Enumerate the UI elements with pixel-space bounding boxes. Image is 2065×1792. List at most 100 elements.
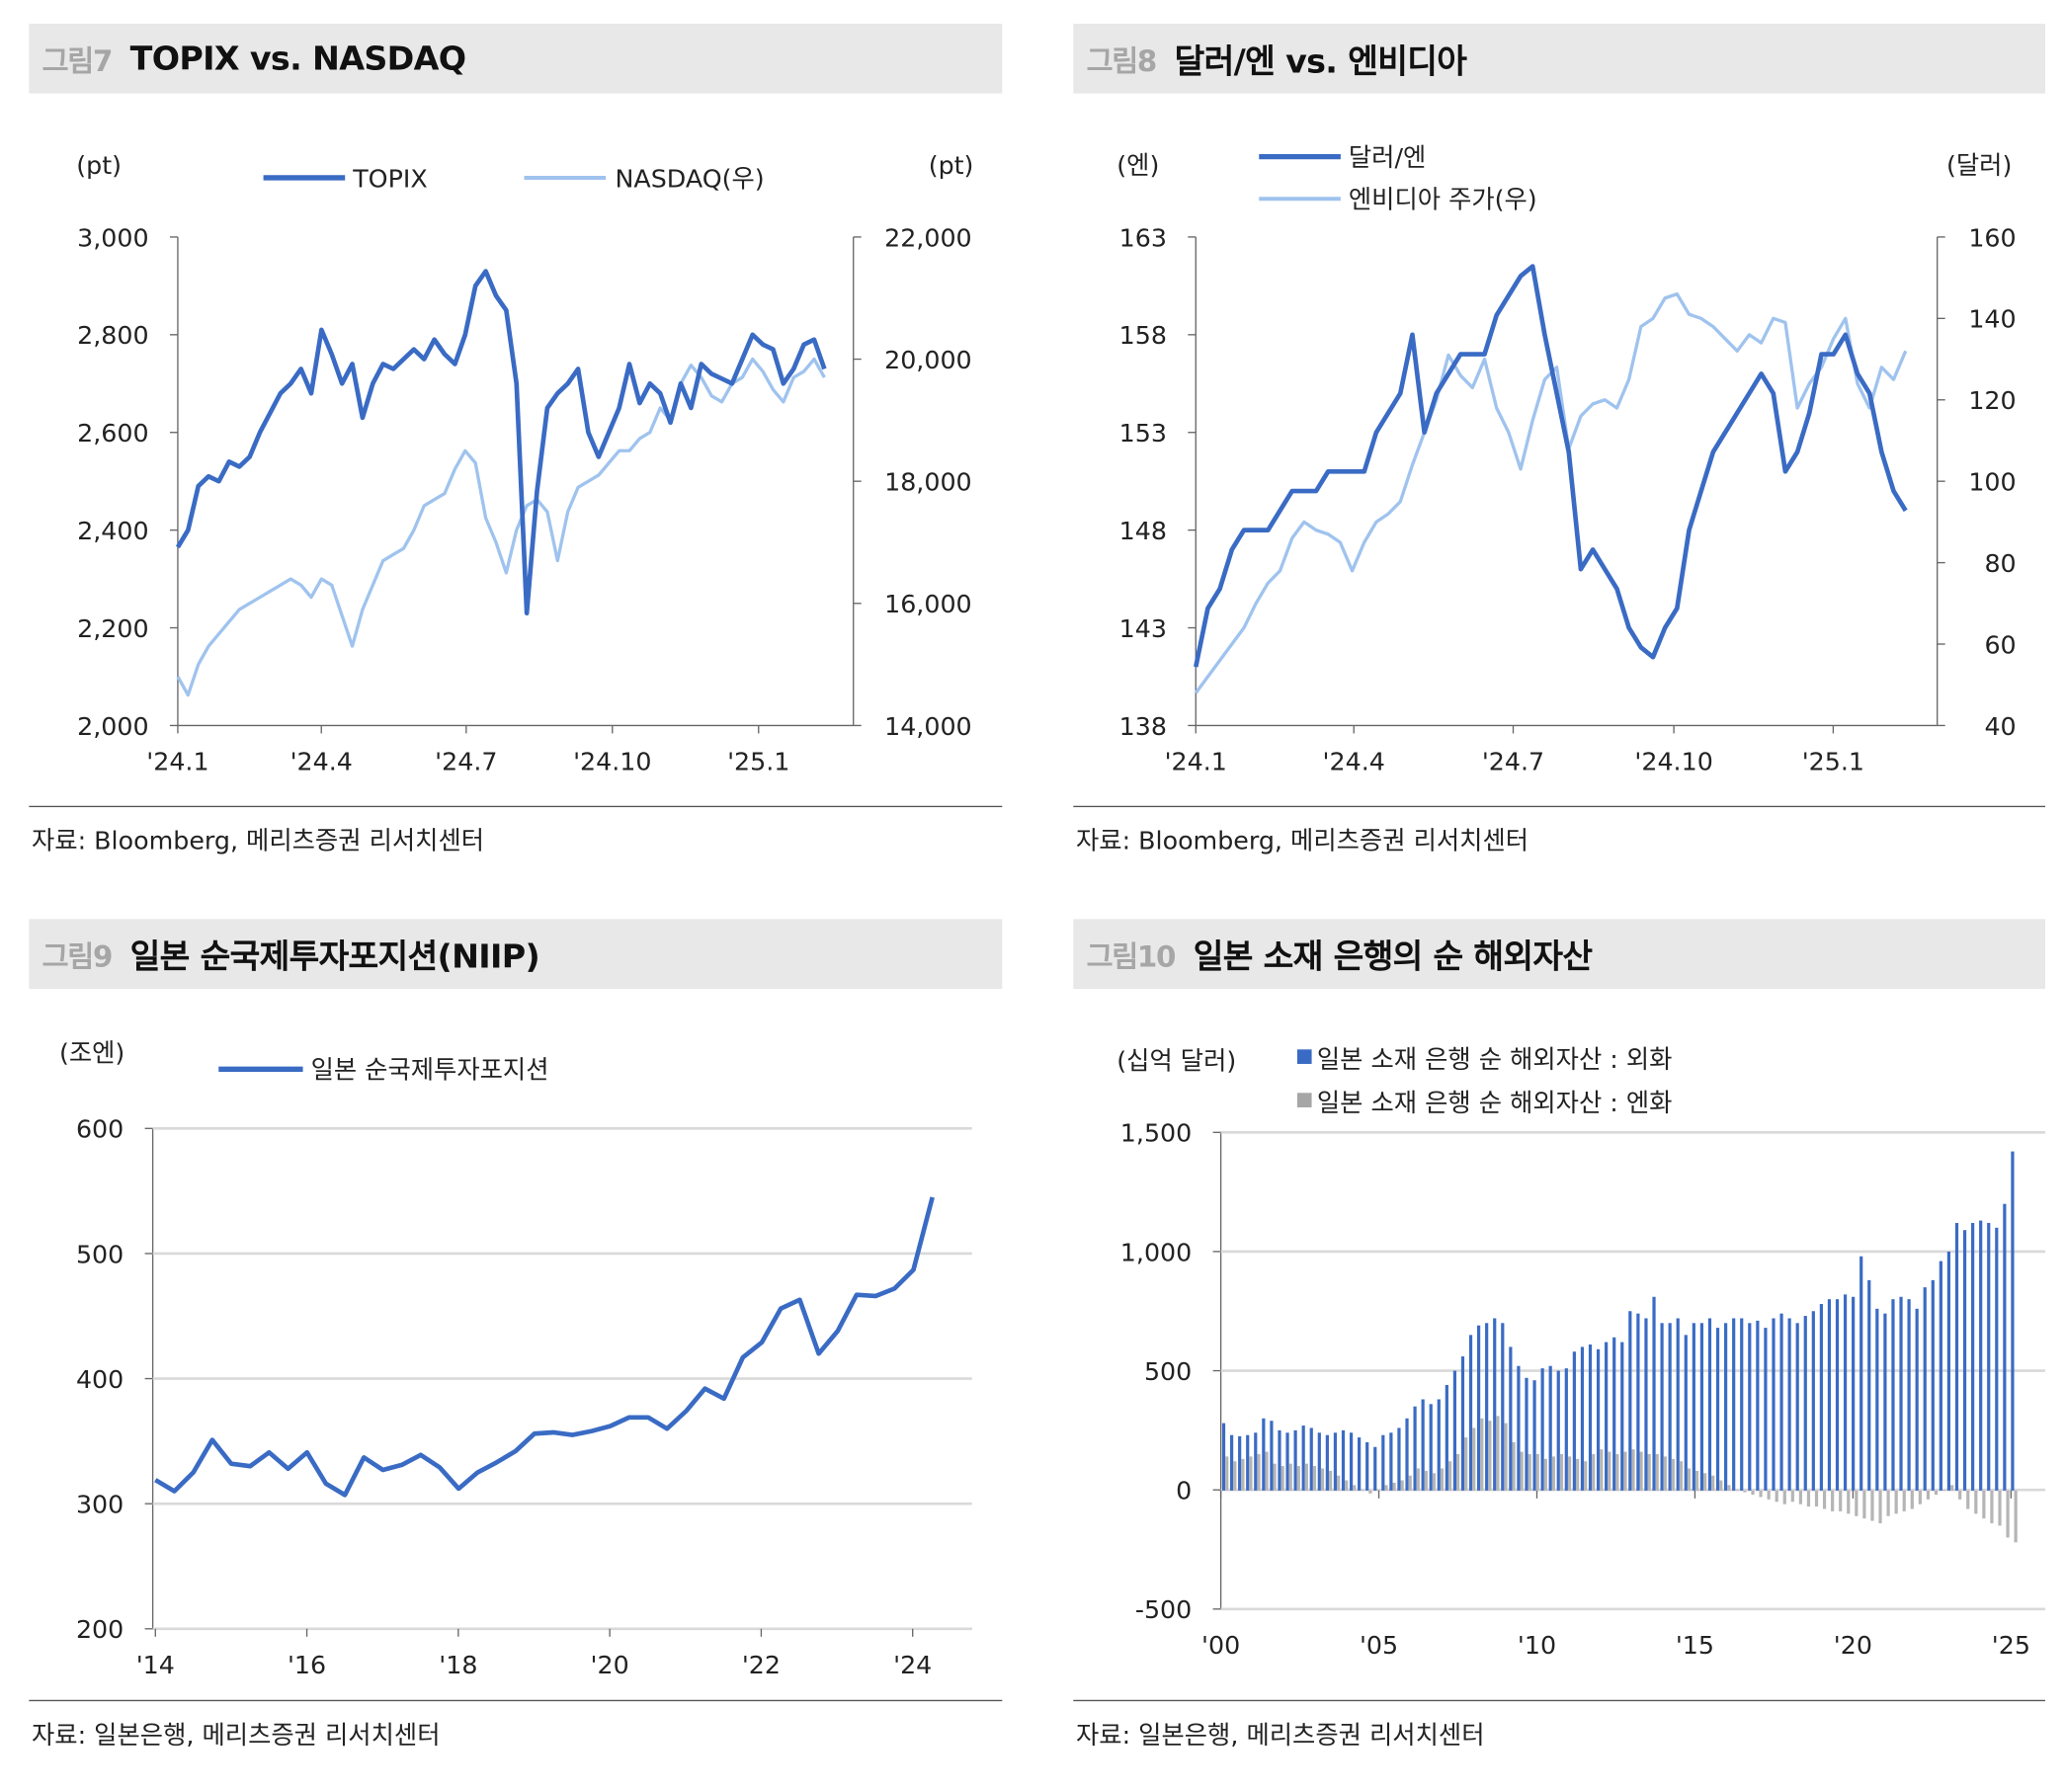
y-tick-label: 143 [1119,613,1167,643]
legend-label: 달러/엔 [1349,142,1426,172]
y2-tick-label: 160 [1968,222,2016,252]
y-tick-label: 153 [1119,418,1167,448]
divider [1073,805,2045,808]
y-tick-label: 2,000 [77,711,148,741]
figure9-title-bar: 그림9 일본 순국제투자포지션(NIIP) [29,919,1003,990]
bar-fx [1852,1296,1856,1491]
bar-jpy [1974,1490,1978,1514]
bar-jpy [2006,1490,2010,1538]
bar-jpy [1288,1463,1292,1491]
bar-jpy [1839,1490,1843,1511]
y2-tick-label: 140 [1968,304,2016,334]
bar-fx [1309,1427,1313,1491]
bar-fx [1285,1432,1289,1491]
bar-jpy [1361,1490,1364,1491]
bar-fx [1843,1294,1848,1491]
bar-fx [1540,1368,1544,1491]
x-tick-label: '18 [439,1650,477,1679]
bar-fx [1460,1356,1465,1491]
bar-jpy [1328,1470,1333,1491]
x-tick-label: '05 [1360,1630,1398,1660]
bar-jpy [1464,1437,1468,1491]
bar-jpy [1528,1453,1531,1491]
bar-fx [1605,1342,1609,1491]
bar-fx [1445,1385,1448,1491]
x-tick-label: '25.1 [1802,747,1864,776]
y-tick-label: 1,500 [1120,1118,1192,1148]
bar-fx [1923,1287,1927,1491]
x-tick-label: '10 [1518,1630,1556,1660]
bar-fx [1748,1323,1752,1491]
y2-tick-label: 20,000 [884,345,972,374]
bar-jpy [1814,1490,1819,1507]
series-line-0 [154,1196,935,1498]
bar-fx [1907,1299,1911,1491]
bar-jpy [1296,1466,1300,1491]
bar-jpy [1535,1453,1539,1491]
divider [1073,1699,2045,1702]
bar-fx [1358,1437,1362,1491]
divider [29,805,1003,808]
legend-label: TOPIX [352,163,427,193]
bar-jpy [1727,1485,1731,1491]
bar-jpy [1990,1490,1994,1523]
bar-jpy [1416,1468,1420,1491]
series-line-1 [176,357,826,697]
x-tick-label: '00 [1201,1630,1240,1660]
bar-fx [1891,1299,1895,1491]
bar-fx [1556,1370,1560,1491]
bar-fx [1962,1230,1967,1491]
bar-jpy [1735,1490,1739,1491]
y-tick-label: 2,800 [77,320,148,350]
legend-label: 엔비디아 주가(우) [1349,185,1537,214]
y-tick-label: 300 [76,1490,124,1519]
bar-fx [1660,1323,1664,1491]
bar-fx [1452,1370,1457,1491]
bar-jpy [1982,1490,1986,1519]
bar-fx [1229,1434,1234,1491]
y2-tick-label: 80 [1984,548,2016,578]
bar-jpy [1655,1453,1659,1491]
bar-fx [1373,1446,1377,1491]
bar-fx [1572,1351,1576,1491]
bar-jpy [1233,1461,1237,1491]
bar-fx [1389,1432,1393,1491]
bar-fx [1699,1323,1704,1491]
bar-fx [1779,1313,1783,1491]
bar-fx [1971,1222,1975,1491]
x-tick-label: '24.10 [1634,747,1712,776]
bar-jpy [1520,1451,1524,1491]
bar-jpy [1806,1490,1811,1507]
bar-fx [1254,1432,1258,1491]
bar-jpy [1376,1490,1380,1491]
bar-jpy [1894,1490,1898,1514]
bar-jpy [1567,1456,1572,1491]
bar-fx [1485,1323,1489,1491]
bar-jpy [1257,1453,1261,1491]
bar-jpy [1862,1490,1866,1519]
y-tick-label: 2,400 [77,516,148,545]
bar-jpy [1504,1423,1508,1491]
bar-fx [1811,1311,1815,1491]
figure-number: 그림8 [1086,44,1158,79]
bar-jpy [1694,1470,1699,1491]
x-tick-label: '16 [288,1650,326,1679]
bar-fx [1707,1318,1712,1491]
bar-jpy [1384,1485,1388,1491]
bar-jpy [1671,1458,1675,1491]
bar-jpy [1719,1480,1723,1491]
y2-axis-unit: (달러) [1946,150,2012,180]
bar-jpy [1432,1473,1437,1491]
bar-fx [1875,1308,1879,1491]
bar-fx [1325,1434,1329,1491]
bar-fx [1238,1435,1242,1491]
x-tick-label: '24.1 [146,747,208,776]
bar-jpy [1600,1449,1604,1491]
source-note: 자료: Bloomberg, 메리츠증권 리서치센터 [1075,827,1529,856]
bar-fx [1397,1427,1401,1491]
y-tick-label: 200 [76,1614,124,1644]
bar-jpy [1847,1490,1851,1514]
legend-swatch-jpy [1296,1093,1312,1107]
x-tick-label: '15 [1676,1630,1714,1660]
